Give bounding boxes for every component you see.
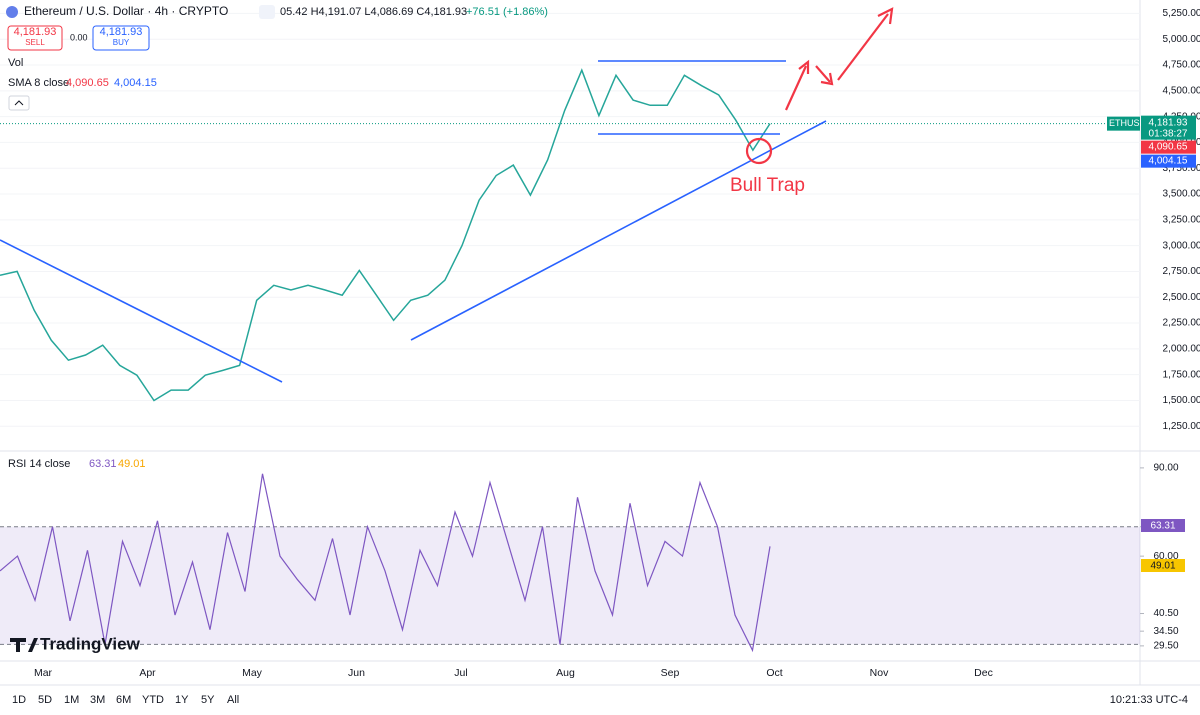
arrow <box>837 13 889 81</box>
sell-button[interactable] <box>7 25 63 51</box>
sma-tag <box>1141 140 1196 154</box>
range-button[interactable]: 5Y <box>201 694 215 706</box>
y-tick-label: 5,250.00 <box>1163 8 1200 19</box>
y-tick-label: 60.00 <box>1153 551 1178 562</box>
range-button[interactable]: 1M <box>64 694 79 706</box>
range-button[interactable]: YTD <box>142 694 164 706</box>
range-button[interactable]: 6M <box>116 694 131 706</box>
chevron <box>14 100 24 106</box>
sell-price: 4,181.93 <box>14 26 57 38</box>
rsi-title: RSI 14 close <box>8 458 70 470</box>
logo-mark <box>10 638 38 652</box>
sma-tag <box>1141 154 1196 168</box>
y-tick-label: 1,250.00 <box>1163 421 1200 432</box>
sma-label: SMA 8 close <box>8 77 69 89</box>
coin-icon <box>6 6 18 18</box>
x-tick-label: Nov <box>870 667 889 679</box>
arrow-head <box>798 59 810 74</box>
ohlc: 05.42 H4,191.07 L4,086.69 C4,181.93 <box>280 6 467 18</box>
buy-button[interactable] <box>92 25 150 51</box>
circle-mark <box>745 137 773 165</box>
rsi-tag <box>1141 559 1185 572</box>
y-tick-label: 3,500.00 <box>1163 189 1200 200</box>
drawings <box>0 60 827 383</box>
price-tag-text: 4,181.93 <box>1149 117 1188 128</box>
sma-value: 4,090.65 <box>66 77 109 89</box>
y-tick-label: 4,750.00 <box>1163 60 1200 71</box>
sma-tag-text: 4,090.65 <box>1149 141 1188 152</box>
range-button[interactable]: All <box>227 694 239 706</box>
timer-text: 01:38:27 <box>1149 128 1188 139</box>
sma-tag-text: 4,004.15 <box>1149 155 1188 166</box>
range-button[interactable]: 3M <box>90 694 105 706</box>
logo: TradingView <box>40 634 141 653</box>
price-line <box>0 68 771 402</box>
y-tick-label: 2,500.00 <box>1163 292 1200 303</box>
collapse-button[interactable] <box>8 95 30 111</box>
y-tick-label: 2,000.00 <box>1163 343 1200 354</box>
clock: 10:21:33 UTC-4 <box>1110 694 1188 706</box>
tag <box>1107 116 1140 131</box>
annotation: Bull Trap <box>730 175 805 196</box>
rsi-line <box>0 473 771 653</box>
rsi-value: 49.01 <box>118 458 146 470</box>
red-drawings <box>745 7 894 165</box>
y-tick-label: 3,250.00 <box>1163 214 1200 225</box>
rsi-band <box>0 526 1140 645</box>
y-tick-label: 1,500.00 <box>1163 395 1200 406</box>
y-tick-label: 2,250.00 <box>1163 318 1200 329</box>
trend-line <box>410 120 827 341</box>
sma-value: 4,004.15 <box>114 77 157 89</box>
y-tick-label: 4,500.00 <box>1163 85 1200 96</box>
y-tick-label: 40.50 <box>1153 608 1178 619</box>
x-tick-label: Oct <box>766 667 782 679</box>
spread: 0.00 <box>70 32 88 42</box>
y-tick-label: 5,000.00 <box>1163 34 1200 45</box>
symbol-title: Ethereum / U.S. Dollar · 4h · CRYPTO <box>24 4 228 18</box>
x-tick-label: Jun <box>348 667 365 679</box>
x-tick-label: Mar <box>34 667 53 679</box>
buy-label: BUY <box>113 38 130 47</box>
arrow-head <box>820 72 834 86</box>
x-tick-label: Jul <box>454 667 467 679</box>
rsi-value: 63.31 <box>89 458 117 470</box>
y-tick-label: 1,750.00 <box>1163 369 1200 380</box>
y-tick-label: 90.00 <box>1153 463 1178 474</box>
y-tick-label: 3,750.00 <box>1163 163 1200 174</box>
x-tick-label: Apr <box>139 667 156 679</box>
arrow <box>784 65 808 111</box>
buy-price: 4,181.93 <box>100 26 143 38</box>
sell-label: SELL <box>25 38 45 47</box>
price-tag <box>1141 115 1196 140</box>
rsi-tag-text: 49.01 <box>1150 561 1175 572</box>
rsi-tag-text: 63.31 <box>1150 521 1175 532</box>
x-tick-label: Dec <box>974 667 993 679</box>
arrow <box>815 65 831 83</box>
rsi-tag <box>1141 519 1185 532</box>
y-tick-label: 2,750.00 <box>1163 266 1200 277</box>
trend-line <box>0 239 283 383</box>
arrow-head <box>877 7 894 25</box>
range-button[interactable]: 1D <box>12 694 26 706</box>
x-tick-label: Sep <box>661 667 680 679</box>
range-button[interactable]: 5D <box>38 694 52 706</box>
vol-label: Vol <box>8 57 23 69</box>
x-tick-label: May <box>242 667 263 679</box>
x-tick-label: Aug <box>556 667 575 679</box>
y-tick-label: 34.50 <box>1153 626 1178 637</box>
range-button[interactable]: 1Y <box>175 694 189 706</box>
y-tick-label: 3,000.00 <box>1163 240 1200 251</box>
menu-button[interactable] <box>259 5 275 19</box>
tag-symbol: ETHUSD <box>1109 118 1147 128</box>
change: +76.51 (+1.86%) <box>466 6 548 18</box>
y-tick-label: 29.50 <box>1153 641 1178 652</box>
